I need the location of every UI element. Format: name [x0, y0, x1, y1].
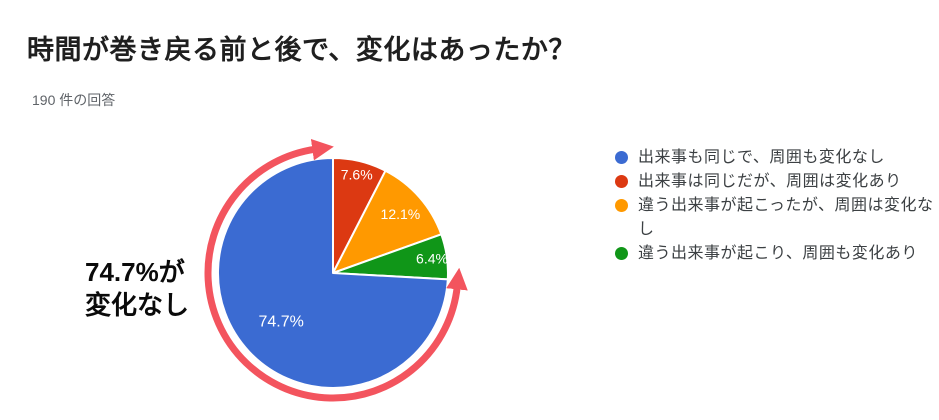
- legend-item-1: 出来事は同じだが、周囲は変化あり: [615, 170, 937, 194]
- annotation-line1: 74.7%が: [85, 257, 185, 287]
- pie-slice-label-0: 7.6%: [341, 167, 373, 183]
- legend-item-label: 違う出来事が起こり、周囲も変化あり: [638, 245, 918, 262]
- legend-item-label: 出来事は同じだが、周囲は変化あり: [638, 173, 902, 190]
- legend-item-label: 出来事も同じで、周囲も変化なし: [638, 149, 885, 166]
- legend-swatch-icon: [615, 151, 628, 164]
- emphasis-circular-arrow: [204, 138, 468, 402]
- legend-item-label: 違う出来事が起こったが、周囲は変化なし: [638, 197, 934, 238]
- annotation-line2: 変化なし: [85, 290, 190, 320]
- legend-item-3: 違う出来事が起こり、周囲も変化あり: [615, 242, 937, 266]
- legend-swatch-icon: [615, 247, 628, 260]
- pie-slice-label-3: 74.7%: [259, 314, 304, 331]
- pie-slice-label-2: 6.4%: [416, 251, 448, 267]
- pie-slice-label-1: 12.1%: [381, 206, 421, 222]
- legend-swatch-icon: [615, 175, 628, 188]
- legend-item-2: 違う出来事が起こったが、周囲は変化なし: [615, 194, 937, 242]
- legend-item-0: 出来事も同じで、周囲も変化なし: [615, 146, 937, 170]
- response-count: 190 件の回答: [32, 92, 116, 108]
- legend-swatch-icon: [615, 199, 628, 212]
- annotation-callout: 74.7%が 変化なし: [85, 256, 189, 322]
- chart-title: 時間が巻き戻る前と後で、変化はあったか？: [27, 35, 576, 65]
- legend: 出来事も同じで、周囲も変化なし 出来事は同じだが、周囲は変化あり違う出来事が起こっ…: [615, 146, 937, 266]
